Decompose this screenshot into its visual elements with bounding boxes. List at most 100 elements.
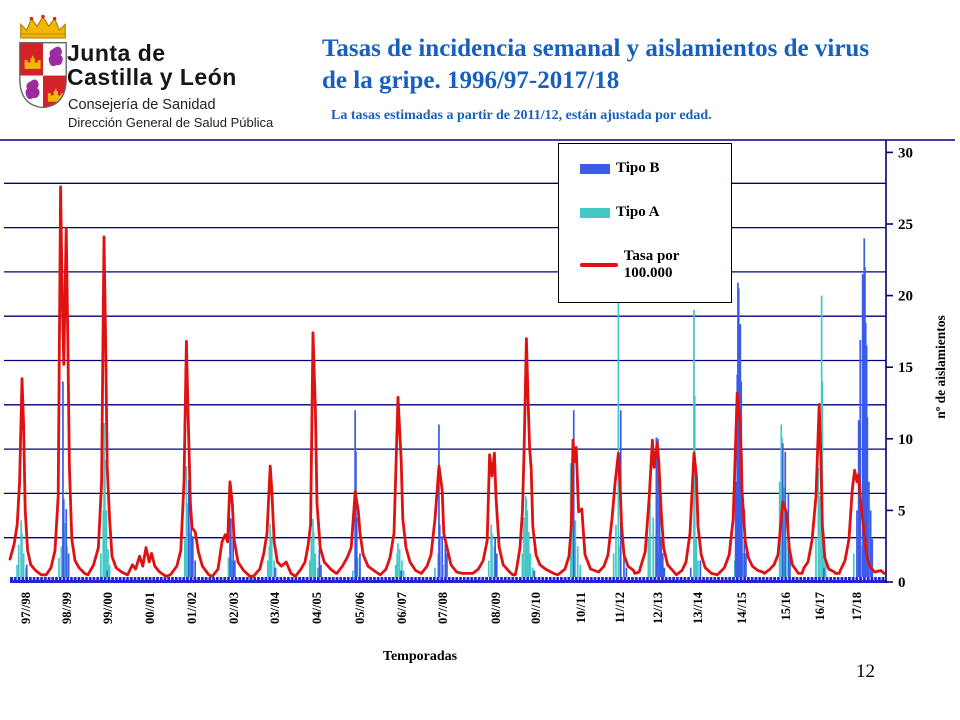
x-axis-band-tick [360,577,362,580]
x-axis-band-tick [858,577,860,580]
x-axis-band-tick [301,577,302,580]
x-axis-band-tick [592,577,594,580]
bar-tipo-a [105,510,108,581]
x-axis-band-tick [248,577,250,580]
x-axis-band-tick [607,577,609,580]
bar-tipo-b [737,288,740,581]
x-axis-band-tick [499,577,501,580]
tipo-b-swatch-icon [580,163,610,174]
x-axis-band-tick [353,577,355,580]
x-axis-band-tick [731,577,733,580]
x-axis-band-tick [308,577,310,580]
bar-tipo-b [318,549,321,581]
bar-tipo-a [521,553,524,581]
legend-label-tipo-a: Tipo A [616,204,660,220]
x-axis-band-tick [746,577,747,580]
x-axis-season-label: 10//11 [574,592,588,623]
x-axis-band-tick [405,577,407,580]
bar-tipo-a [434,567,436,581]
x-axis-season-label: 08//09 [489,592,503,624]
x-axis-band-tick [136,577,138,580]
bar-tipo-b [234,560,236,581]
tipo-a-swatch-icon [580,207,610,218]
x-axis-band-tick [790,577,792,580]
x-axis-season-label: 11//12 [613,592,627,623]
x-axis-band-tick [158,577,160,580]
x-axis-band-tick [181,577,183,580]
y-axis-tick-label: 25 [898,217,913,233]
slide-title-line1: Tasas de incidencia semanal y aislamient… [322,35,870,62]
bar-tipo-a [310,539,313,581]
x-axis-band-tick [99,577,100,580]
x-axis-band-tick [880,577,882,580]
bar-tipo-b [857,420,860,581]
bar-tipo-a [652,517,655,581]
x-axis-band-tick [862,577,863,580]
bar-tipo-b [446,553,448,581]
x-axis-band-tick [798,577,800,580]
x-axis-band-tick [170,577,172,580]
x-axis-band-tick [162,577,164,580]
x-axis-band-tick [57,577,59,580]
department-name: Consejería de Sanidad [68,97,216,113]
x-axis-season-label: 00//01 [143,592,157,624]
x-axis-season-label: 12//13 [651,592,665,624]
bar-tipo-b [866,417,869,581]
shield-icon [19,42,67,109]
x-axis-band-tick [368,577,370,580]
x-axis-band-tick [334,577,336,580]
crown-icon [20,14,66,39]
x-axis-band-tick [491,577,493,580]
x-axis-band-tick [65,577,67,580]
right-y-axis-title: nº de aislamientos [933,315,948,419]
bar-tipo-a [266,560,269,581]
x-axis-season-label: 17/18 [850,592,864,620]
bar-tipo-b [106,570,109,581]
x-axis-band-tick [693,577,695,580]
x-axis-band-tick [805,577,807,580]
bar-tipo-b [230,519,232,581]
bar-tipo-b [660,537,663,581]
x-axis-band-tick [484,577,486,580]
x-axis-band-tick [697,577,699,580]
bar-tipo-a [100,553,102,581]
x-axis-band-tick [480,577,482,580]
x-axis-band-tick [465,577,467,580]
x-axis-band-tick [293,577,295,580]
bar-tipo-a [60,546,63,581]
bar-tipo-a [529,553,532,581]
x-axis-band-tick [574,577,575,580]
x-axis-band-tick [87,577,89,580]
x-axis-season-label: 09//10 [529,592,543,624]
x-axis-band-tick [476,577,478,580]
bar-tipo-b [62,381,64,581]
x-axis-band-tick [271,577,273,580]
tasa-line [8,185,886,578]
x-axis-band-tick [61,577,63,580]
bar-tipo-a [733,560,736,581]
x-axis-band-tick [458,577,460,580]
x-axis-band-tick [409,577,411,580]
x-axis-band-tick [667,577,669,580]
x-axis-band-tick [469,577,471,580]
bar-tipo-b [190,511,192,581]
x-axis-season-label: 98//99 [60,592,74,624]
x-axis-band-tick [547,577,549,580]
bar-tipo-b [625,567,628,581]
bar-tipo-b [194,560,196,581]
x-axis-band-tick [689,577,691,580]
x-axis-band-tick [379,577,381,580]
bar-tipo-a [397,543,399,581]
x-axis-band-tick [42,577,44,580]
x-axis-band-tick [76,577,78,580]
bar-tipo-b [232,539,234,581]
x-axis-band-tick [757,577,759,580]
x-axis-band-tick [495,577,497,580]
x-axis-band-tick [13,577,14,580]
x-axis-band-tick [675,577,676,580]
x-axis-band-tick [615,577,617,580]
x-axis-band-tick [241,577,243,580]
x-axis-band-tick [345,577,347,580]
x-axis-band-tick [315,577,317,580]
x-axis-band-tick [69,577,71,580]
